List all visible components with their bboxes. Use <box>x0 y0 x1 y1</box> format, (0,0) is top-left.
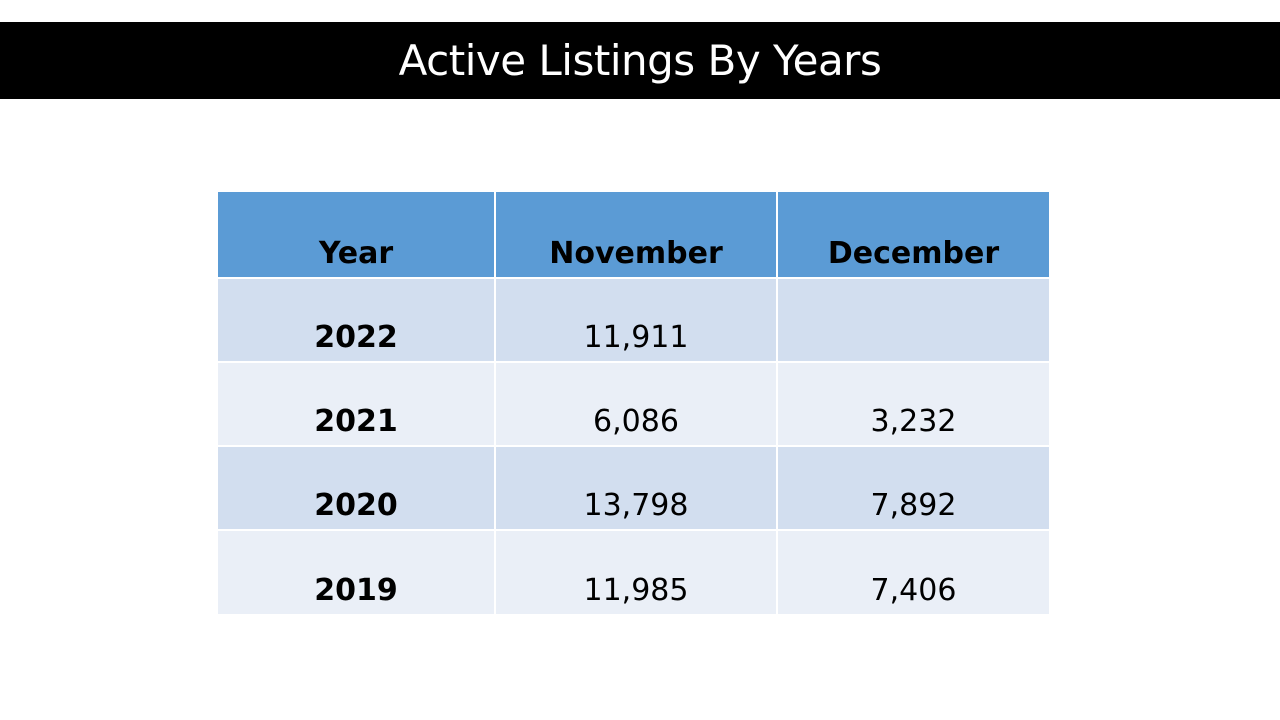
year-cell: 2020 <box>218 446 496 531</box>
year-cell: 2019 <box>218 530 496 614</box>
table-row: 2020 13,798 7,892 <box>218 446 1049 531</box>
november-cell: 11,985 <box>495 530 778 614</box>
title-bar: Active Listings By Years <box>0 22 1280 99</box>
november-cell: 13,798 <box>495 446 778 531</box>
year-cell: 2022 <box>218 278 496 363</box>
december-cell: 7,406 <box>777 530 1049 614</box>
december-cell: 3,232 <box>777 362 1049 447</box>
table-row: 2021 6,086 3,232 <box>218 362 1049 447</box>
november-cell: 11,911 <box>495 278 778 363</box>
slide-title: Active Listings By Years <box>398 35 882 85</box>
table-row: 2022 11,911 <box>218 278 1049 363</box>
header-year: Year <box>218 192 496 279</box>
header-november: November <box>495 192 778 279</box>
table-row: 2019 11,985 7,406 <box>218 530 1049 614</box>
listings-table: Year November December 2022 11,911 2021 … <box>218 192 1049 614</box>
december-cell: 7,892 <box>777 446 1049 531</box>
december-cell <box>777 278 1049 363</box>
november-cell: 6,086 <box>495 362 778 447</box>
table-header-row: Year November December <box>218 192 1049 279</box>
year-cell: 2021 <box>218 362 496 447</box>
header-december: December <box>777 192 1049 279</box>
